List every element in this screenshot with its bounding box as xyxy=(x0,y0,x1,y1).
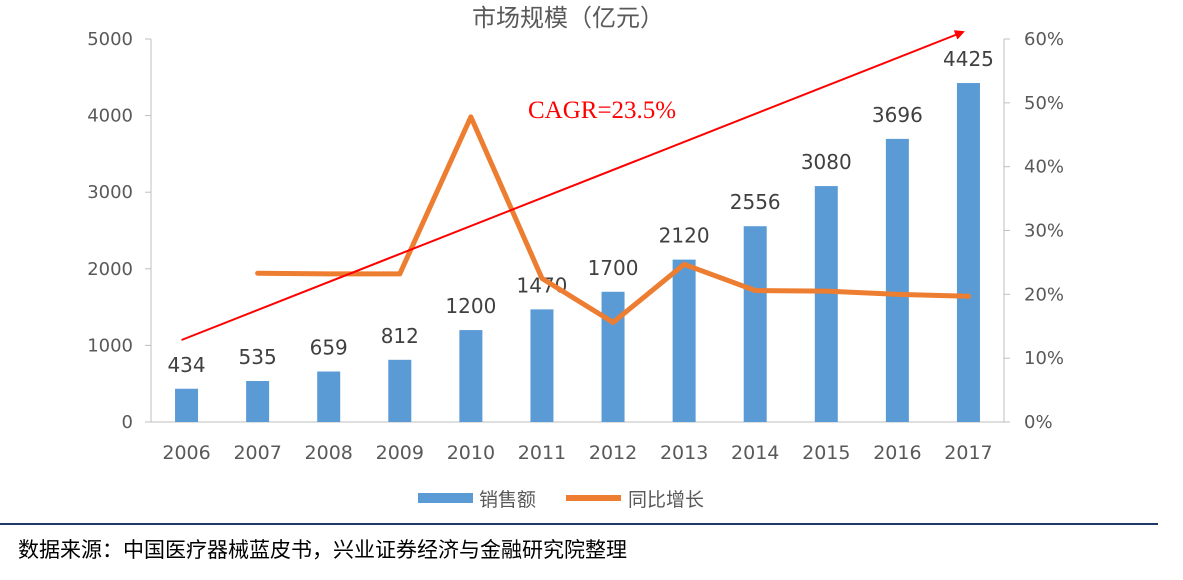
bar-value-label: 659 xyxy=(310,336,348,360)
legend-label-line: 同比增长 xyxy=(628,489,704,511)
y-left-tick-label: 2000 xyxy=(87,259,133,280)
y-left-tick-label: 0 xyxy=(122,412,133,433)
source-divider xyxy=(0,523,1158,525)
trend-arrow xyxy=(181,30,965,341)
cagr-label: CAGR=23.5% xyxy=(528,97,676,124)
y-left-tick-label: 1000 xyxy=(87,335,133,356)
chart-title: 市场规模（亿元） xyxy=(472,4,664,32)
x-tick-label: 2012 xyxy=(589,442,637,464)
bar-value-label: 2120 xyxy=(659,224,710,248)
y-right-tick-label: 50% xyxy=(1024,93,1064,114)
x-tick-label: 2013 xyxy=(660,442,708,464)
x-tick-label: 2015 xyxy=(802,442,850,464)
bar xyxy=(885,138,909,422)
bar xyxy=(956,83,980,423)
growth-line xyxy=(255,114,971,325)
y-right-tick-label: 20% xyxy=(1024,284,1064,305)
bar-value-label: 3080 xyxy=(801,150,852,174)
x-tick-label: 2011 xyxy=(518,442,566,464)
bar-value-label: 535 xyxy=(239,345,277,369)
bar xyxy=(388,359,412,422)
x-tick-label: 2014 xyxy=(731,442,779,464)
x-tick-label: 2010 xyxy=(447,442,495,464)
legend-swatch-bar xyxy=(418,493,473,503)
x-tick-label: 2017 xyxy=(944,442,992,464)
y-right-tick-label: 40% xyxy=(1024,157,1064,178)
bar xyxy=(175,388,199,422)
x-tick-label: 2016 xyxy=(873,442,921,464)
bar xyxy=(601,291,625,422)
x-tick-label: 2007 xyxy=(233,442,281,464)
bar xyxy=(317,371,341,422)
source-note: 数据来源：中国医疗器械蓝皮书，兴业证券经济与金融研究院整理 xyxy=(18,538,627,562)
y-left-tick-label: 5000 xyxy=(87,29,133,50)
bar-value-label: 2556 xyxy=(730,190,781,214)
bar xyxy=(459,330,483,422)
y-right-tick-label: 60% xyxy=(1024,29,1064,50)
bar xyxy=(530,309,554,422)
bar xyxy=(672,259,696,422)
y-right-tick-label: 30% xyxy=(1024,221,1064,242)
x-tick-label: 2006 xyxy=(162,442,210,464)
bar-value-label: 1700 xyxy=(588,256,639,280)
bar xyxy=(814,186,838,422)
bar-value-label: 812 xyxy=(381,324,419,348)
chart: 市场规模（亿元） 0 1000 2000 3000 4000 5000 0% 10% 20% 30… xyxy=(87,4,1064,511)
x-tick-label: 2008 xyxy=(305,442,353,464)
bar-value-label: 1200 xyxy=(445,294,496,318)
bar xyxy=(246,381,270,422)
y-left-tick-label: 4000 xyxy=(87,106,133,127)
y-right-tick-label: 10% xyxy=(1024,348,1064,369)
bar xyxy=(743,226,767,422)
bar-value-label: 4425 xyxy=(943,47,994,71)
x-tick-label: 2009 xyxy=(376,442,424,464)
y-right-tick-label: 0% xyxy=(1024,412,1053,433)
bar-value-label: 3696 xyxy=(872,103,923,127)
legend-label-bar: 销售额 xyxy=(479,489,536,511)
y-left-tick-label: 3000 xyxy=(87,182,133,203)
bar-value-label: 434 xyxy=(167,353,205,377)
